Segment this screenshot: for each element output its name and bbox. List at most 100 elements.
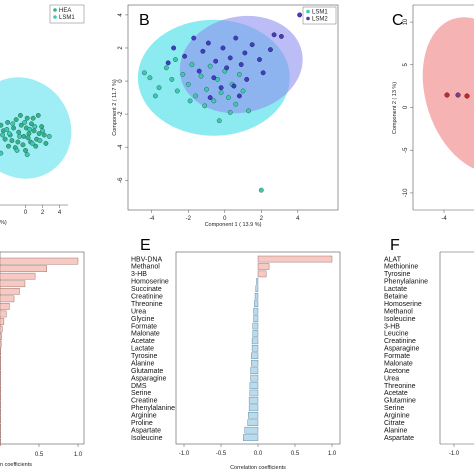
- scatter-point: [21, 133, 27, 139]
- category-label: Arginine: [384, 413, 410, 420]
- scatter-point: [204, 86, 209, 92]
- scatter-point: [36, 131, 42, 137]
- bar: [0, 371, 2, 378]
- category-label: Creatine: [131, 398, 158, 405]
- scatter-point: [180, 71, 186, 77]
- bar: [0, 416, 2, 423]
- x-tick-label: 0.0: [254, 451, 263, 457]
- legend-box: [302, 6, 337, 25]
- scatter-point: [11, 125, 17, 131]
- panel-c-label: C: [392, 12, 404, 29]
- bar: [0, 401, 2, 408]
- scatter-point: [2, 136, 8, 142]
- category-label: HBV-DNA: [131, 256, 162, 263]
- y-tick-label: -10: [403, 188, 409, 197]
- bar: [0, 325, 3, 333]
- scatter-point: [37, 138, 43, 144]
- bar: [251, 345, 259, 352]
- scatter-point: [211, 98, 217, 104]
- y-tick-label: -4: [118, 144, 124, 150]
- bar: [251, 359, 259, 367]
- bar: [0, 393, 2, 401]
- bar: [253, 315, 259, 322]
- scatter-point: [26, 131, 32, 137]
- scatter-point: [249, 42, 255, 48]
- bar: [0, 340, 2, 348]
- bar: [250, 374, 259, 382]
- category-label: Arginine: [131, 413, 157, 420]
- bar: [242, 434, 259, 441]
- category-label: Acetate: [131, 338, 155, 345]
- x-axis-title: Correlation coefficients: [230, 465, 286, 471]
- category-label: Malonate: [384, 360, 413, 367]
- category-label: Glycine: [131, 316, 154, 323]
- x-tick-label: 4: [58, 210, 62, 216]
- panel-b-scatter: -4 -2 0 2 4 -6 -4 -2 0 2 4 Component 1 ( 13.9 %) Com…: [112, 4, 339, 228]
- bar: [0, 386, 2, 393]
- category-label: Alanine: [384, 427, 407, 434]
- category-label: Aspartate: [131, 427, 161, 434]
- y-tick-label: 5: [403, 62, 409, 66]
- hea-ellipse: [0, 77, 72, 179]
- legend-marker: [53, 8, 57, 12]
- bar: [249, 382, 259, 389]
- scatter-point: [185, 81, 191, 87]
- x-tick-label: 2: [260, 216, 264, 222]
- scatter-point: [0, 150, 4, 156]
- bar: [0, 265, 47, 272]
- scatter-point: [246, 108, 251, 114]
- scatter-point: [27, 126, 33, 132]
- category-label: Methionine: [384, 264, 418, 271]
- x-tick-label: -1.0: [179, 451, 190, 457]
- scatter-point: [33, 143, 39, 149]
- scatter-point: [20, 142, 26, 148]
- category-label: Alanine: [131, 360, 154, 367]
- scatter-point: [6, 143, 11, 149]
- scatter-point: [211, 75, 217, 81]
- x-tick-label: 0: [24, 210, 28, 216]
- category-label: Glutamate: [131, 368, 163, 375]
- bar: [248, 397, 259, 404]
- bar: [248, 412, 259, 419]
- panel-c-scatter: -10 -5 0 5 10 -4 Component 2 ( 13 %): [392, 4, 474, 222]
- scatter-point: [187, 98, 193, 104]
- scatter-point: [200, 48, 206, 54]
- bar: [0, 408, 2, 416]
- bar: [0, 363, 2, 371]
- scatter-point: [218, 90, 224, 96]
- category-label: Threonine: [131, 301, 163, 308]
- category-label: Formate: [131, 323, 157, 330]
- bar: [252, 322, 259, 330]
- panel-e-label: E: [140, 237, 151, 254]
- x-tick-label: 0: [223, 216, 227, 222]
- scatter-point: [10, 121, 16, 127]
- scatter-point: [191, 35, 197, 41]
- x-axis-title: n coefficients: [0, 462, 32, 468]
- bar: [0, 272, 36, 280]
- panel-b-label: B: [139, 12, 150, 29]
- scatter-point: [152, 93, 158, 99]
- scatter-point: [193, 93, 199, 99]
- legend-label: LSM2: [312, 17, 328, 23]
- scatter-point: [17, 112, 23, 118]
- category-label: Malonate: [131, 331, 160, 338]
- scatter-point: [35, 112, 41, 118]
- legend-label: LSM1: [59, 15, 75, 21]
- x-tick-label: 0.5: [291, 451, 300, 457]
- bar: [0, 423, 2, 431]
- bar: [0, 303, 10, 310]
- scatter-point: [227, 55, 233, 61]
- scatter-point: [267, 47, 273, 53]
- scatter-point: [18, 122, 24, 128]
- bar: [0, 257, 79, 265]
- scatter-point: [258, 187, 264, 193]
- legend-marker: [306, 9, 310, 14]
- scatter-point: [297, 12, 303, 18]
- y-tick-label: 10: [403, 18, 409, 25]
- x-tick-label: -4: [149, 216, 155, 222]
- category-label: DMS: [131, 383, 147, 390]
- category-label: Methanol: [384, 308, 413, 315]
- plot-frame: [0, 251, 85, 445]
- category-label: Lactate: [131, 346, 154, 353]
- category-label: 3-HB: [131, 271, 147, 278]
